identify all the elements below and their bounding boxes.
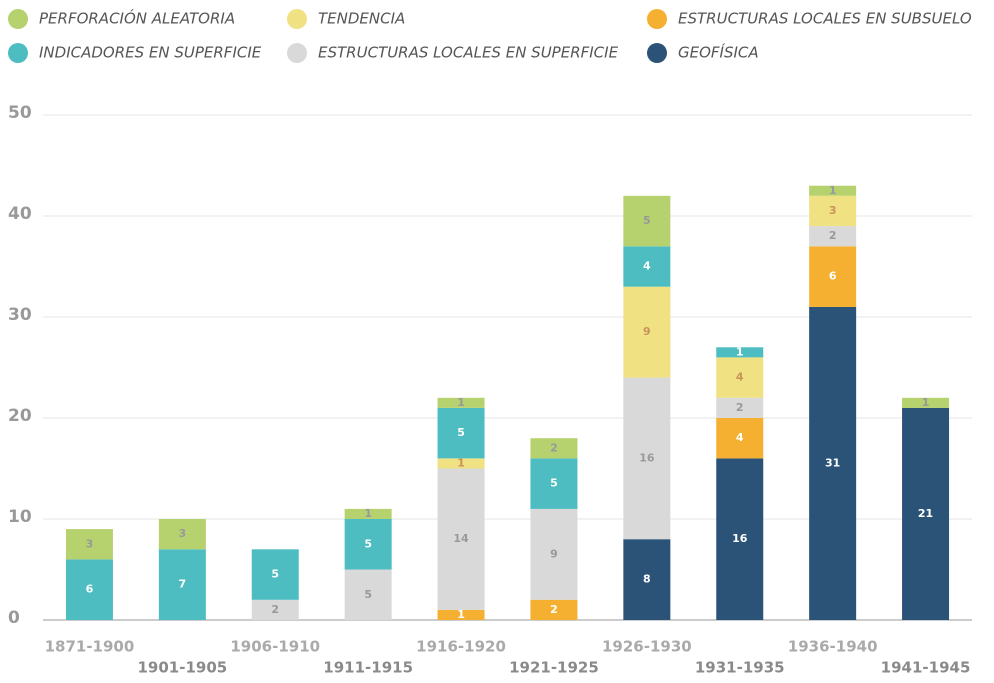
value-label: 1 bbox=[364, 507, 372, 520]
x-tick-label: 1921-1925 bbox=[509, 659, 599, 677]
legend-swatch bbox=[647, 9, 667, 29]
bar-segment bbox=[251, 549, 299, 600]
x-tick-label: 1926-1930 bbox=[602, 638, 692, 656]
bar-segment bbox=[623, 377, 671, 540]
value-label: 9 bbox=[550, 547, 558, 560]
y-tick-label: 30 bbox=[8, 305, 32, 325]
legend-label: PERFORACIÓN ALEATORIA bbox=[39, 9, 235, 28]
bar-segment bbox=[65, 559, 113, 620]
bar-segment bbox=[716, 418, 764, 459]
x-tick-label: 1906-1910 bbox=[230, 638, 320, 656]
value-label: 5 bbox=[457, 426, 465, 439]
bar-segment bbox=[809, 195, 857, 227]
bar-segment bbox=[716, 357, 764, 398]
value-label: 7 bbox=[179, 578, 187, 591]
bar-segment bbox=[809, 306, 857, 620]
legend-swatch bbox=[8, 43, 28, 63]
x-tick-label: 1901-1905 bbox=[137, 659, 227, 677]
value-label: 16 bbox=[639, 451, 655, 464]
bar-segment bbox=[623, 286, 671, 378]
bar-segment bbox=[623, 195, 671, 247]
y-tick-label: 20 bbox=[8, 406, 32, 426]
value-label: 3 bbox=[179, 527, 187, 540]
y-tick-label: 10 bbox=[8, 507, 32, 527]
legend-label: INDICADORES EN SUPERFICIE bbox=[39, 44, 262, 62]
value-label: 1 bbox=[457, 396, 465, 409]
bar-segment bbox=[344, 508, 392, 519]
legend-label: GEOFÍSICA bbox=[678, 43, 759, 62]
bar-segment bbox=[437, 407, 485, 459]
x-tick-label: 1871-1900 bbox=[45, 638, 135, 656]
y-tick-label: 50 bbox=[8, 103, 32, 123]
bar-segment bbox=[809, 246, 857, 307]
value-label: 5 bbox=[364, 537, 372, 550]
bar-segment bbox=[344, 519, 392, 570]
value-label: 4 bbox=[736, 431, 744, 444]
bar-segment bbox=[344, 569, 392, 620]
bar-segment bbox=[902, 407, 950, 620]
y-tick-label: 40 bbox=[8, 204, 32, 224]
bar-segment bbox=[809, 185, 857, 196]
bar-segment bbox=[716, 458, 764, 620]
value-label: 3 bbox=[829, 204, 837, 217]
bar-segment bbox=[809, 226, 857, 247]
legend-label: ESTRUCTURAS LOCALES EN SUPERFICIE bbox=[318, 44, 619, 62]
value-label: 2 bbox=[550, 603, 558, 616]
x-tick-label: 1941-1945 bbox=[881, 659, 971, 677]
value-label: 1 bbox=[457, 456, 465, 469]
bar-segment bbox=[158, 519, 206, 550]
bar-segment bbox=[437, 397, 485, 408]
y-tick-label: 0 bbox=[8, 608, 20, 628]
value-label: 1 bbox=[457, 608, 465, 621]
legend-swatch bbox=[647, 43, 667, 63]
value-label: 21 bbox=[918, 507, 933, 520]
value-label: 5 bbox=[364, 588, 372, 601]
x-tick-label: 1936-1940 bbox=[788, 638, 878, 656]
bar-segment bbox=[716, 397, 764, 418]
value-label: 2 bbox=[736, 401, 744, 414]
legend-label: TENDENCIA bbox=[318, 10, 405, 28]
x-tick-label: 1911-1915 bbox=[323, 659, 413, 677]
bar-segment bbox=[530, 508, 578, 600]
bar-segment bbox=[251, 599, 299, 620]
value-label: 5 bbox=[271, 568, 279, 581]
bar-segment bbox=[902, 397, 950, 408]
value-label: 6 bbox=[86, 583, 94, 596]
value-label: 5 bbox=[550, 477, 558, 490]
x-tick-label: 1931-1935 bbox=[695, 659, 785, 677]
value-label: 31 bbox=[825, 456, 840, 469]
legend-swatch bbox=[8, 9, 28, 29]
value-label: 1 bbox=[829, 184, 837, 197]
bar-segment bbox=[530, 438, 578, 459]
bar-segment bbox=[65, 529, 113, 560]
legend-label: ESTRUCTURAS LOCALES EN SUBSUELO bbox=[678, 10, 972, 28]
value-label: 6 bbox=[829, 270, 837, 283]
value-label: 3 bbox=[86, 537, 94, 550]
legend-swatch bbox=[287, 9, 307, 29]
value-label: 2 bbox=[550, 441, 558, 454]
value-label: 14 bbox=[453, 532, 469, 545]
bar-segment bbox=[716, 347, 764, 358]
bar-segment bbox=[158, 549, 206, 620]
value-label: 9 bbox=[643, 325, 651, 338]
x-tick-label: 1916-1920 bbox=[416, 638, 506, 656]
value-label: 8 bbox=[643, 573, 651, 586]
bar-segment bbox=[530, 458, 578, 509]
value-label: 5 bbox=[643, 214, 651, 227]
value-label: 2 bbox=[271, 603, 279, 616]
bar-segment bbox=[437, 468, 485, 610]
bar-segment bbox=[437, 609, 485, 620]
bar-segment bbox=[530, 599, 578, 620]
value-label: 16 bbox=[732, 532, 748, 545]
bar-segment bbox=[623, 539, 671, 620]
value-label: 2 bbox=[829, 229, 837, 242]
bar-segment bbox=[437, 458, 485, 469]
value-label: 4 bbox=[736, 371, 744, 384]
value-label: 1 bbox=[922, 396, 930, 409]
value-label: 4 bbox=[643, 260, 651, 273]
bar-segment bbox=[623, 246, 671, 287]
value-label: 1 bbox=[736, 345, 744, 358]
legend-swatch bbox=[287, 43, 307, 63]
